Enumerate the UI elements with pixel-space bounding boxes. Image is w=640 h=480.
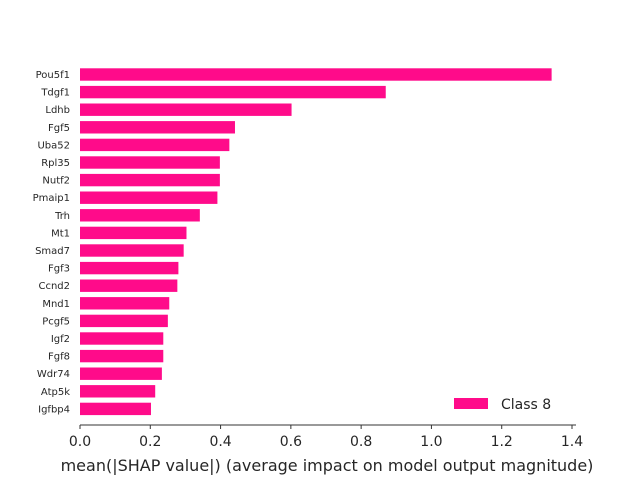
x-tick-label: 1.4 (561, 434, 583, 450)
bar-nutf2 (80, 173, 220, 187)
y-tick-labels: Pou5f1 Tdgf1 Ldhb Fgf5 Uba52 Rpl35 Nutf2 Pmaip1… (33, 70, 71, 415)
y-tick-label: Mnd1 (42, 299, 70, 310)
x-tick-label: 1.2 (491, 434, 513, 450)
legend-swatch (454, 398, 488, 409)
y-tick-label: Pcgf5 (42, 316, 70, 327)
bar-tdgf1 (80, 85, 386, 99)
bar-mt1 (80, 226, 187, 240)
y-tick-label: Igfbp4 (38, 404, 70, 415)
bar-smad7 (80, 244, 184, 257)
x-tick-label: 0.6 (280, 434, 302, 450)
y-tick-label: Mt1 (51, 228, 70, 239)
y-tick-label: Pmaip1 (33, 193, 70, 204)
bar-fgf8 (80, 349, 164, 363)
bar-mnd1 (80, 297, 170, 310)
y-tick-label: Fgf3 (48, 264, 70, 275)
bar-trh (80, 209, 200, 222)
x-tick-label: 0.4 (209, 434, 231, 450)
bar-pou5f1 (80, 68, 552, 81)
x-tick-label: 0.0 (69, 434, 91, 450)
x-tick-label: 1.0 (420, 434, 442, 450)
y-tick-label: Fgf8 (48, 352, 70, 363)
x-axis-title: mean(|SHAP value|) (average impact on mo… (61, 456, 594, 475)
y-tick-label: Fgf5 (48, 123, 70, 134)
bar-fgf3 (80, 261, 179, 275)
bar-fgf5 (80, 121, 235, 134)
y-tick-label: Pou5f1 (36, 70, 70, 81)
x-tick-label: 0.2 (139, 434, 161, 450)
bar-rpl35 (80, 156, 220, 169)
y-tick-label: Rpl35 (41, 158, 70, 169)
bar-pcgf5 (80, 314, 168, 328)
y-tick-label: Atp5k (41, 387, 70, 398)
bar-uba52 (80, 138, 230, 152)
y-tick-label: Uba52 (37, 140, 70, 151)
bar-wdr74 (80, 367, 162, 380)
y-tick-label: Ldhb (45, 105, 70, 116)
bar-pmaip1 (80, 191, 218, 204)
legend: Class 8 (454, 397, 551, 413)
x-tick-label: 0.8 (350, 434, 372, 450)
bars-group (80, 68, 552, 416)
y-tick-label: Tdgf1 (40, 88, 70, 99)
y-tick-label: Ccnd2 (38, 281, 70, 292)
y-tick-label: Smad7 (35, 246, 70, 257)
bar-ldhb (80, 103, 292, 116)
legend-label: Class 8 (501, 397, 551, 413)
y-tick-label: Igf2 (51, 334, 70, 345)
x-ticks: 0.0 0.2 0.4 0.6 0.8 1.0 1.2 1.4 (69, 425, 583, 450)
bar-ccnd2 (80, 279, 178, 292)
y-tick-label: Trh (54, 211, 70, 222)
y-tick-label: Wdr74 (37, 369, 70, 380)
bar-igfbp4 (80, 402, 151, 416)
bar-atp5k (80, 385, 156, 398)
y-tick-label: Nutf2 (42, 176, 70, 187)
bar-igf2 (80, 332, 164, 345)
